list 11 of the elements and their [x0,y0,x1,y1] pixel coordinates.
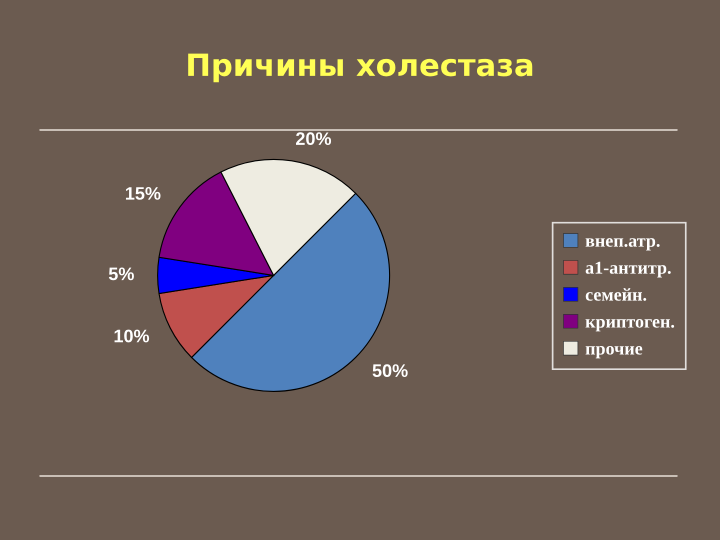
legend-label: внеп.атр. [586,238,660,251]
data-label: 20% [296,132,332,146]
chart-title: Причины холестаза [188,54,532,82]
legend-label: а1-антитр. [586,262,671,278]
legend-label: прочие [586,346,642,358]
legend-label: семейн. [586,288,646,301]
data-label: 15% [126,187,161,200]
data-label: 50% [372,364,408,378]
legend-label: криптоген. [586,319,674,332]
data-label: 5% [108,268,134,280]
data-label: 10% [114,330,150,342]
